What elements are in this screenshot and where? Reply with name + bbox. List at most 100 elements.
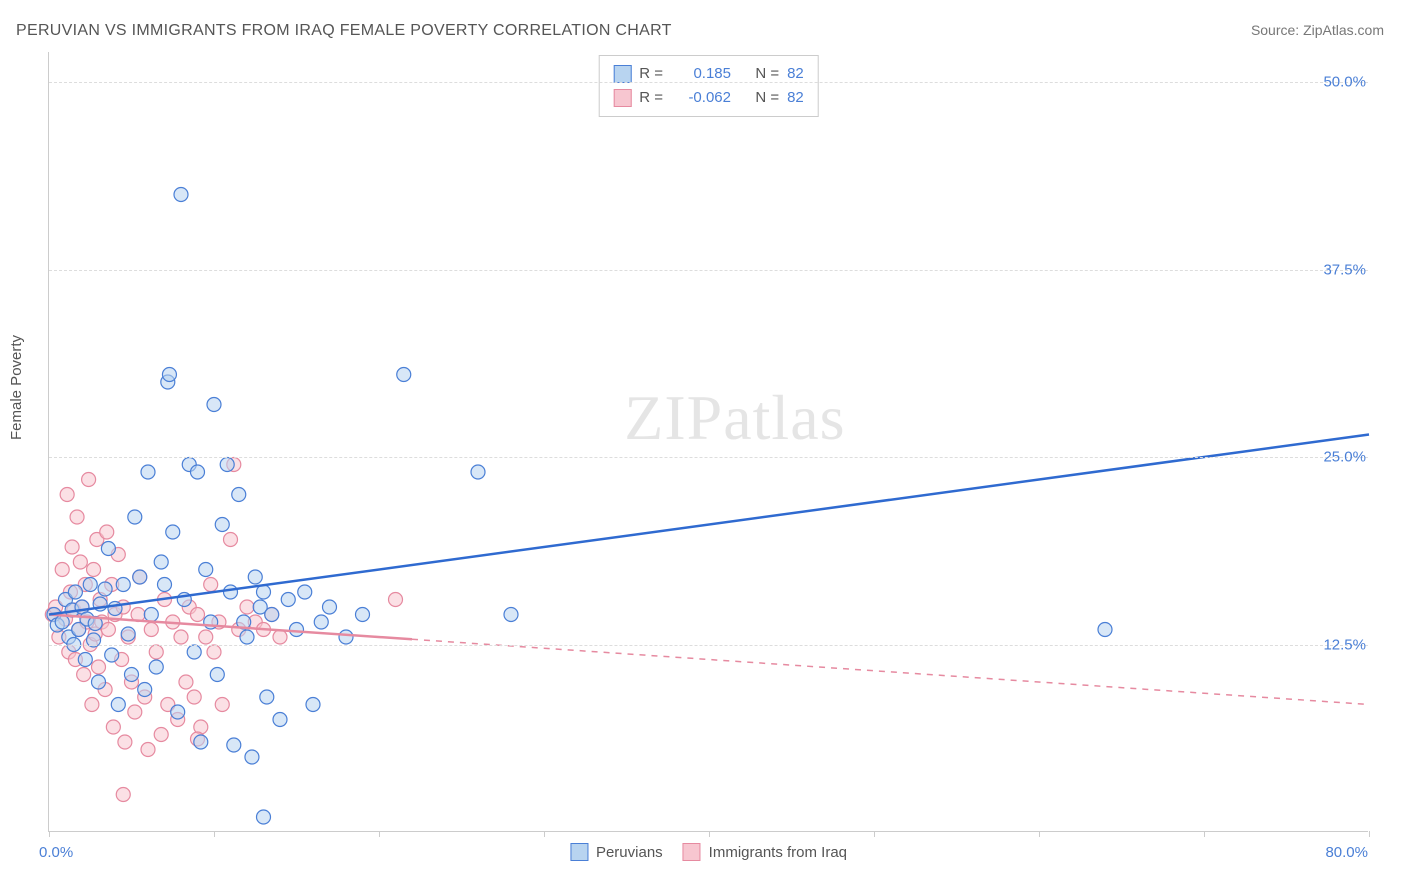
legend-item-peruvians: Peruvians <box>570 843 663 861</box>
data-point <box>73 555 87 569</box>
series-legend: Peruvians Immigrants from Iraq <box>570 843 847 861</box>
data-point <box>116 578 130 592</box>
data-point <box>1098 623 1112 637</box>
data-point <box>166 525 180 539</box>
data-point <box>149 660 163 674</box>
x-tick <box>1369 831 1370 837</box>
chart-title: PERUVIAN VS IMMIGRANTS FROM IRAQ FEMALE … <box>16 22 672 40</box>
data-point <box>101 542 115 556</box>
swatch-pink <box>613 89 631 107</box>
legend-row-pink: R = -0.062 N = 82 <box>613 86 804 110</box>
data-point <box>240 600 254 614</box>
data-point <box>105 648 119 662</box>
data-point <box>106 720 120 734</box>
data-point <box>82 473 96 487</box>
data-point <box>179 675 193 689</box>
data-point <box>199 630 213 644</box>
data-point <box>65 540 79 554</box>
x-max-label: 80.0% <box>1325 844 1368 861</box>
swatch-blue <box>570 843 588 861</box>
data-point <box>471 465 485 479</box>
data-point <box>141 465 155 479</box>
data-point <box>314 615 328 629</box>
data-point <box>323 600 337 614</box>
x-tick <box>379 831 380 837</box>
gridline <box>49 270 1368 271</box>
data-point <box>83 578 97 592</box>
data-point <box>273 713 287 727</box>
x-tick <box>544 831 545 837</box>
data-point <box>133 570 147 584</box>
data-point <box>128 510 142 524</box>
data-point <box>232 488 246 502</box>
data-point <box>191 465 205 479</box>
plot-area: ZIPatlas R = 0.185 N = 82 R = -0.062 N =… <box>48 52 1368 832</box>
data-point <box>158 578 172 592</box>
data-point <box>187 645 201 659</box>
data-point <box>138 683 152 697</box>
data-point <box>55 615 69 629</box>
data-point <box>111 698 125 712</box>
data-point <box>55 563 69 577</box>
data-point <box>207 645 221 659</box>
data-point <box>125 668 139 682</box>
y-tick-label: 37.5% <box>1323 261 1370 278</box>
swatch-blue <box>613 65 631 83</box>
data-point <box>356 608 370 622</box>
data-point <box>194 735 208 749</box>
legend-item-iraq: Immigrants from Iraq <box>683 843 847 861</box>
data-point <box>77 668 91 682</box>
data-point <box>118 735 132 749</box>
data-point <box>144 623 158 637</box>
gridline <box>49 645 1368 646</box>
plot-svg <box>49 52 1368 831</box>
correlation-legend: R = 0.185 N = 82 R = -0.062 N = 82 <box>598 55 819 117</box>
data-point <box>149 645 163 659</box>
data-point <box>98 582 112 596</box>
data-point <box>281 593 295 607</box>
x-tick <box>874 831 875 837</box>
data-point <box>162 368 176 382</box>
data-point <box>260 690 274 704</box>
data-point <box>298 585 312 599</box>
x-tick <box>49 831 50 837</box>
data-point <box>78 653 92 667</box>
data-point <box>265 608 279 622</box>
data-point <box>174 188 188 202</box>
data-point <box>141 743 155 757</box>
y-tick-label: 25.0% <box>1323 449 1370 466</box>
data-point <box>92 675 106 689</box>
data-point <box>257 810 271 824</box>
data-point <box>70 510 84 524</box>
data-point <box>92 660 106 674</box>
data-point <box>240 630 254 644</box>
x-tick <box>709 831 710 837</box>
data-point <box>174 630 188 644</box>
data-point <box>306 698 320 712</box>
data-point <box>121 627 135 641</box>
data-point <box>248 570 262 584</box>
data-point <box>60 488 74 502</box>
x-origin-label: 0.0% <box>39 844 73 861</box>
data-point <box>504 608 518 622</box>
data-point <box>154 555 168 569</box>
data-point <box>68 585 82 599</box>
data-point <box>389 593 403 607</box>
regression-line-dashed <box>412 639 1369 704</box>
data-point <box>397 368 411 382</box>
gridline <box>49 82 1368 83</box>
data-point <box>339 630 353 644</box>
data-point <box>210 668 224 682</box>
data-point <box>187 690 201 704</box>
swatch-pink <box>683 843 701 861</box>
data-point <box>154 728 168 742</box>
data-point <box>290 623 304 637</box>
data-point <box>101 623 115 637</box>
data-point <box>273 630 287 644</box>
source-label: Source: ZipAtlas.com <box>1251 22 1384 38</box>
y-tick-label: 12.5% <box>1323 636 1370 653</box>
y-tick-label: 50.0% <box>1323 74 1370 91</box>
data-point <box>245 750 259 764</box>
y-axis-label: Female Poverty <box>8 335 25 440</box>
data-point <box>227 738 241 752</box>
